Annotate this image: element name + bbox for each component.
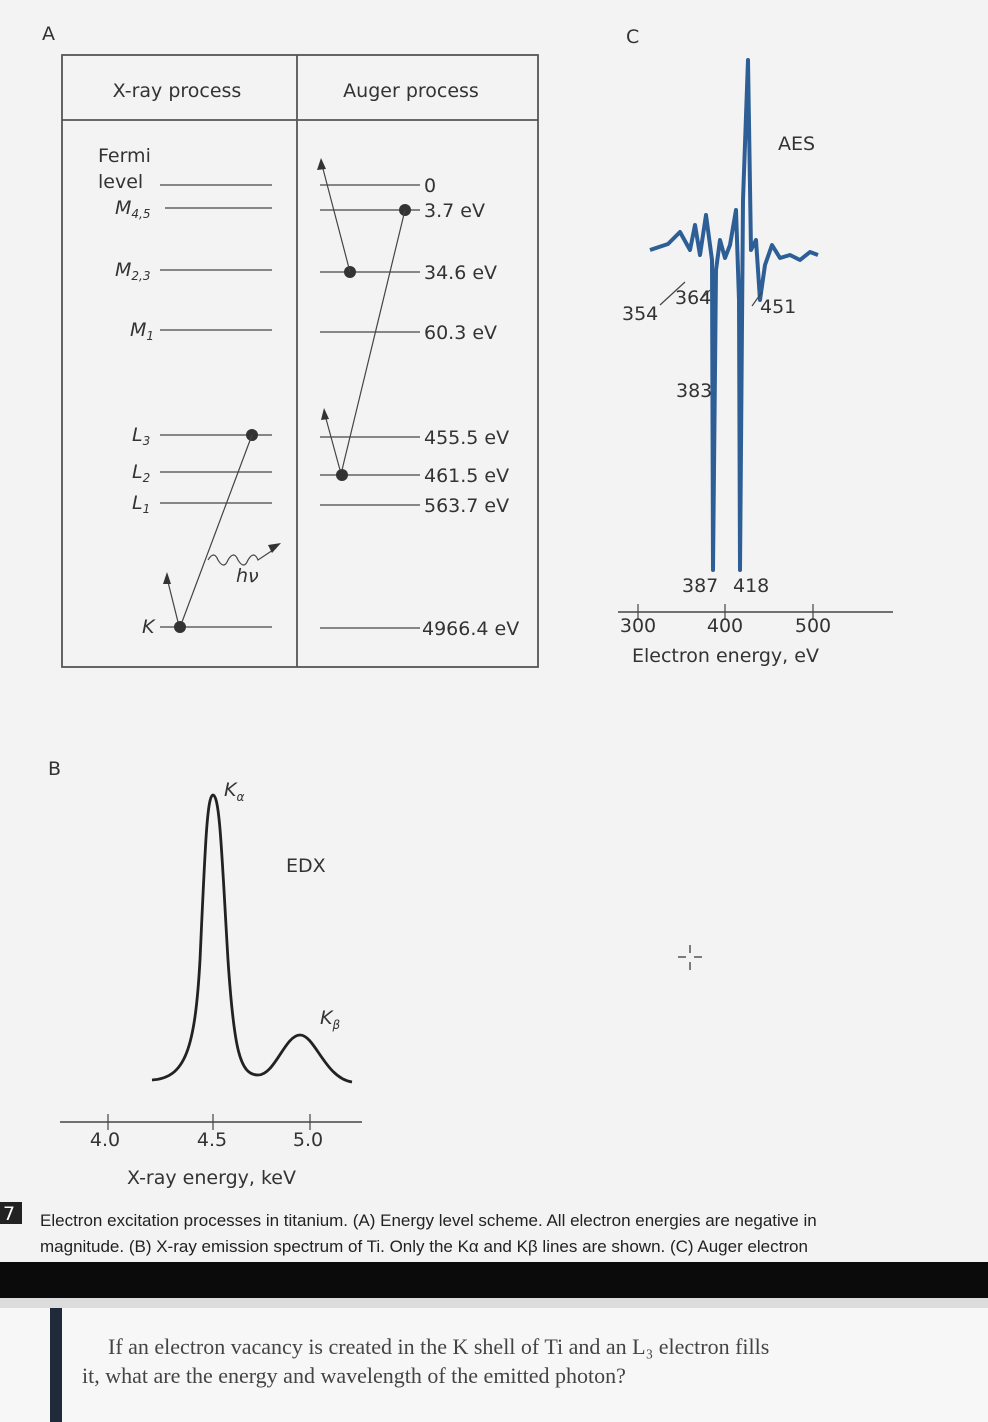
ejection-arrow: [321, 164, 351, 273]
energy-label: 34.6 eV: [424, 262, 497, 284]
shell-symbol: L: [132, 492, 143, 514]
energy-label: 4966.4 eV: [422, 618, 519, 640]
edx-spectrum: [151, 793, 353, 1084]
peak-label: 354: [622, 303, 658, 325]
chart-title: EDX: [286, 855, 326, 877]
transition-arrow: [341, 209, 406, 471]
question-panel: [0, 1308, 988, 1422]
shell-symbol: M: [115, 259, 131, 281]
transition-arrow: [181, 434, 253, 623]
cursor: [678, 945, 702, 970]
shell-subscript: 4,5: [131, 207, 150, 221]
x-tick-label: 4.5: [197, 1129, 227, 1151]
x-tick-label: 300: [620, 615, 656, 637]
arrowhead: [163, 572, 171, 584]
question-bar: [50, 1308, 62, 1422]
photon-label: hν: [236, 565, 259, 587]
shell-subscript: 1: [146, 329, 154, 343]
energy-label: 563.7 eV: [424, 495, 509, 517]
energy-label: 461.5 eV: [424, 465, 509, 487]
peak-label: Kβ: [320, 1007, 340, 1032]
peak-symbol: K: [320, 1007, 334, 1029]
question-line: If an electron vacancy is created in the…: [108, 1334, 769, 1359]
peak-label: 451: [760, 296, 796, 318]
energy-label: 0: [424, 175, 436, 197]
fermi-label: Fermi: [98, 145, 151, 167]
scheme-box: [61, 54, 539, 668]
energy-label: 455.5 eV: [424, 427, 509, 449]
panel-label: C: [626, 26, 639, 48]
shell-symbol: M: [130, 319, 146, 341]
shell-label: M2,3: [115, 259, 151, 283]
shell-label: M4,5: [115, 197, 151, 221]
figure-number: 7: [3, 1203, 15, 1225]
peak-label: Kα: [224, 779, 244, 804]
x-axis-label: Electron energy, eV: [632, 645, 819, 667]
peak-label: 364: [675, 287, 711, 309]
chart-title: AES: [778, 133, 815, 155]
shell-subscript: 2: [143, 471, 151, 485]
shell-symbol: M: [115, 197, 131, 219]
peak-subscript: α: [236, 790, 244, 804]
x-tick-label: 4.0: [90, 1129, 120, 1151]
pointer-line: [751, 291, 763, 307]
shell-label: L1: [132, 492, 150, 516]
shell-label: K: [142, 616, 156, 638]
shell-label: L2: [132, 461, 150, 485]
shell-label: M1: [130, 319, 154, 343]
shell-subscript: 2,3: [131, 269, 150, 283]
x-tick-label: 400: [707, 615, 743, 637]
page-background: [0, 0, 988, 1262]
panel-label: A: [42, 23, 55, 45]
caption-line: magnitude. (B) X-ray emission spectrum o…: [40, 1237, 808, 1256]
x-tick-label: 500: [795, 615, 831, 637]
dark-band: [0, 1262, 988, 1298]
peak-symbol: K: [224, 779, 238, 801]
photon-wave: [207, 547, 277, 566]
header: X-ray process: [113, 80, 242, 102]
aes-spectrum: [649, 58, 819, 572]
panel-label: B: [48, 758, 61, 780]
shell-symbol: L: [132, 461, 143, 483]
shell-symbol: L: [132, 424, 143, 446]
question-line: it, what are the energy and wavelength o…: [82, 1363, 626, 1388]
gap: [0, 1298, 988, 1308]
fermi-label: level: [98, 171, 143, 193]
peak-label: 387: [682, 575, 718, 597]
energy-label: 60.3 eV: [424, 322, 497, 344]
ejection-arrow: [166, 577, 179, 623]
shell-label: L3: [132, 424, 150, 448]
peak-label: 383: [676, 380, 712, 402]
electron: [174, 621, 186, 633]
header: Auger process: [343, 80, 479, 102]
auger-levels: [320, 184, 420, 629]
arrowhead: [321, 408, 329, 420]
arrowhead: [317, 158, 326, 170]
peak-subscript: β: [331, 1018, 340, 1032]
shell-subscript: 3: [143, 434, 151, 448]
peak-label: 418: [733, 575, 769, 597]
x-tick-label: 5.0: [293, 1129, 323, 1151]
ejection-arrow: [324, 414, 341, 471]
x-axis-label: X-ray energy, keV: [127, 1167, 296, 1189]
energy-label: 3.7 eV: [424, 200, 485, 222]
caption-line: Electron excitation processes in titaniu…: [40, 1211, 817, 1230]
electron: [336, 469, 348, 481]
pointer-line: [659, 281, 686, 306]
figure-number-box: [0, 1202, 22, 1224]
arrowhead: [268, 543, 281, 553]
pointer-line: [699, 289, 711, 301]
shell-subscript: 1: [143, 502, 151, 516]
